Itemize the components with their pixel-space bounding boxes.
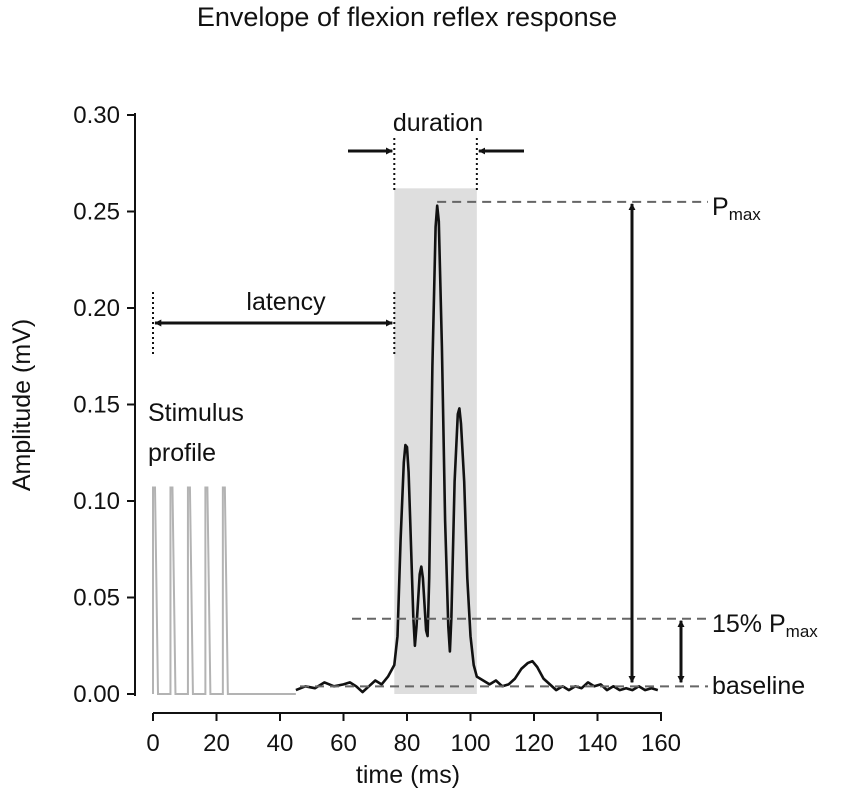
chart-title: Envelope of flexion reflex response [197,2,617,32]
x-axis-label: time (ms) [356,761,460,789]
pmax-label: Pmax [712,193,761,224]
y-tick-label: 0.05 [73,585,120,612]
x-tick-label: 120 [514,730,554,757]
y-tick-label: 0.00 [73,681,120,708]
y-tick-label: 0.15 [73,392,120,419]
y-axis-label: Amplitude (mV) [8,319,36,491]
x-tick-label: 0 [146,730,159,757]
stimulus-label-line1: Stimulus [148,399,244,427]
stimulus-label-line2: profile [148,439,216,467]
x-tick-label: 20 [203,730,230,757]
pmax-label-sub: max [729,205,762,224]
threshold-label-sub: max [786,622,819,641]
x-tick-label: 160 [641,730,681,757]
x-tick-label: 60 [330,730,357,757]
threshold-label: 15% Pmax [712,610,818,641]
x-tick-label: 140 [577,730,617,757]
stimulus-profile-line [152,486,296,695]
x-tick-label: 80 [394,730,421,757]
y-tick-label: 0.30 [73,102,120,129]
duration-label: duration [393,109,483,137]
x-tick-label: 100 [450,730,490,757]
latency-label: latency [246,288,326,316]
y-tick-label: 0.25 [73,199,120,226]
pmax-label-main: P [712,193,729,221]
x-tick-label: 40 [267,730,294,757]
y-tick-label: 0.20 [73,295,120,322]
threshold-label-main: 15% P [712,610,786,638]
baseline-label: baseline [712,672,805,700]
y-tick-label: 0.10 [73,488,120,515]
